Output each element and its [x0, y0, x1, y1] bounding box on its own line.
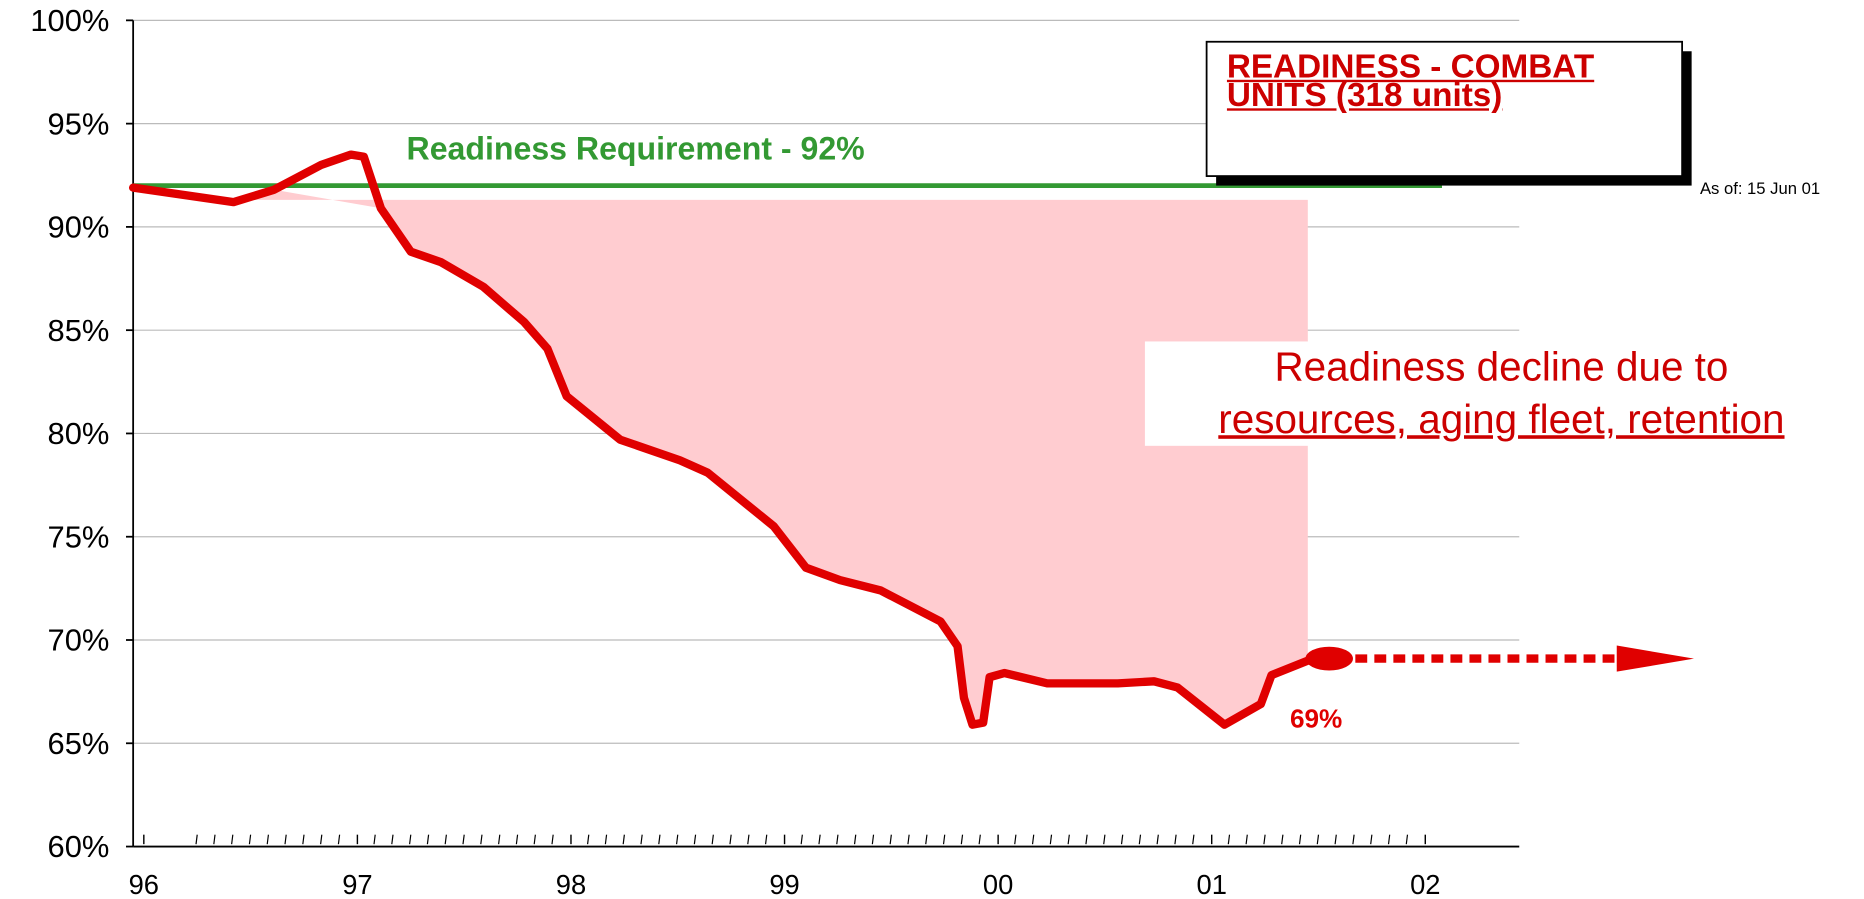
title-frame [1205, 40, 1684, 177]
minor-tick [551, 834, 554, 845]
minor-tick [337, 834, 341, 845]
minor-tick [266, 834, 269, 845]
minor-tick [462, 834, 465, 845]
x-tick-label: 01 [1197, 869, 1227, 899]
minor-tick [444, 834, 447, 845]
minor-tick [622, 834, 625, 845]
chart-title: READINESS - COMBAT UNITS (318 units) [1226, 52, 1595, 114]
minor-tick [978, 834, 981, 845]
minor-tick [213, 834, 216, 845]
minor-tick [818, 834, 821, 845]
note: Readiness decline due to resources, agin… [1144, 341, 1859, 446]
minor-tick [907, 834, 910, 845]
minor-tick [640, 834, 643, 845]
minor-tick [658, 834, 661, 845]
minor-tick [836, 834, 839, 845]
minor-tick [1085, 834, 1088, 845]
minor-tick [747, 834, 750, 845]
current-marker [1305, 646, 1353, 671]
minor-tick [409, 834, 412, 845]
x-tick-label: 98 [556, 869, 586, 899]
y-tick-label: 70% [48, 623, 110, 658]
minor-tick [515, 834, 519, 845]
minor-tick [284, 834, 287, 845]
y-tick-label: 60% [48, 829, 110, 864]
minor-tick [889, 834, 892, 845]
minor-tick [1227, 834, 1231, 845]
x-tick-label: 00 [983, 869, 1013, 899]
minor-tick [1387, 834, 1391, 845]
minor-tick [231, 834, 234, 845]
foreground-layer: 60% 65% 70% 75% 80% 85% 90% 95% 100% 96 97 98 99 00 01… [30, 3, 1695, 899]
minor-tick [942, 834, 946, 845]
minor-tick [1281, 834, 1284, 845]
minor-tick [586, 834, 590, 845]
minor-tick [960, 834, 964, 845]
minor-tick [1014, 834, 1017, 845]
minor-tick [1316, 834, 1320, 845]
minor-tick [1067, 834, 1070, 845]
minor-tick [604, 834, 608, 845]
minor-tick [1174, 834, 1177, 845]
minor-tick [1156, 834, 1159, 845]
annotation: 69% [1290, 704, 1342, 734]
projection-arrowhead [1616, 645, 1695, 672]
as-of-label: As of: 15 Jun 01 [1700, 179, 1820, 198]
y-tick-label: 65% [48, 726, 110, 761]
minor-tick [1370, 834, 1373, 845]
minor-tick [1120, 834, 1124, 845]
decline-area [233, 189, 1308, 725]
minor-tick [1405, 834, 1409, 845]
minor-tick [1334, 834, 1337, 845]
minor-tick [711, 834, 714, 845]
minor-tick [1192, 834, 1195, 845]
minor-tick [675, 834, 679, 845]
minor-tick [1138, 834, 1142, 845]
minor-tick [1049, 834, 1053, 845]
minor-tick [1263, 834, 1266, 845]
minor-tick [764, 834, 768, 845]
note-holder: Readiness decline due to resources, agin… [1144, 341, 1859, 446]
minor-tick [1103, 834, 1106, 845]
title-holder: READINESS - COMBAT UNITS (318 units) [1226, 52, 1595, 114]
y-tick-label: 90% [48, 210, 110, 245]
minor-tick [391, 834, 394, 845]
x-tick-label: 97 [342, 869, 372, 899]
minor-tick [480, 834, 483, 845]
requirement-label: Readiness Requirement - 92% [407, 130, 865, 166]
y-tick-label: 95% [48, 106, 110, 141]
minor-tick [320, 834, 323, 845]
y-tick-label: 80% [48, 416, 110, 451]
minor-tick [1298, 834, 1302, 845]
note-line: resources, aging fleet, retention [1218, 397, 1785, 443]
minor-tick [800, 834, 803, 845]
minor-tick [498, 834, 501, 845]
y-tick-label: 100% [30, 3, 109, 38]
minor-tick [693, 834, 697, 845]
x-tick-label: 96 [129, 869, 159, 899]
minor-tick [1245, 834, 1248, 845]
y-tick-label: 85% [48, 313, 110, 348]
x-tick-label: 02 [1410, 869, 1440, 899]
minor-tick [533, 834, 536, 845]
minor-tick [925, 834, 928, 845]
minor-tick [426, 834, 430, 845]
y-tick-label: 75% [48, 519, 110, 554]
note-line: Readiness decline due to [1274, 344, 1729, 391]
minor-tick [853, 834, 857, 845]
minor-tick [1031, 834, 1035, 845]
minor-tick [302, 834, 305, 845]
minor-tick [729, 834, 732, 845]
minor-tick [373, 834, 376, 845]
minor-tick [248, 834, 252, 845]
minor-tick [871, 834, 875, 845]
series-line [128, 150, 1334, 729]
minor-tick [1352, 834, 1355, 845]
x-tick-label: 99 [769, 869, 799, 899]
minor-tick [195, 834, 198, 845]
